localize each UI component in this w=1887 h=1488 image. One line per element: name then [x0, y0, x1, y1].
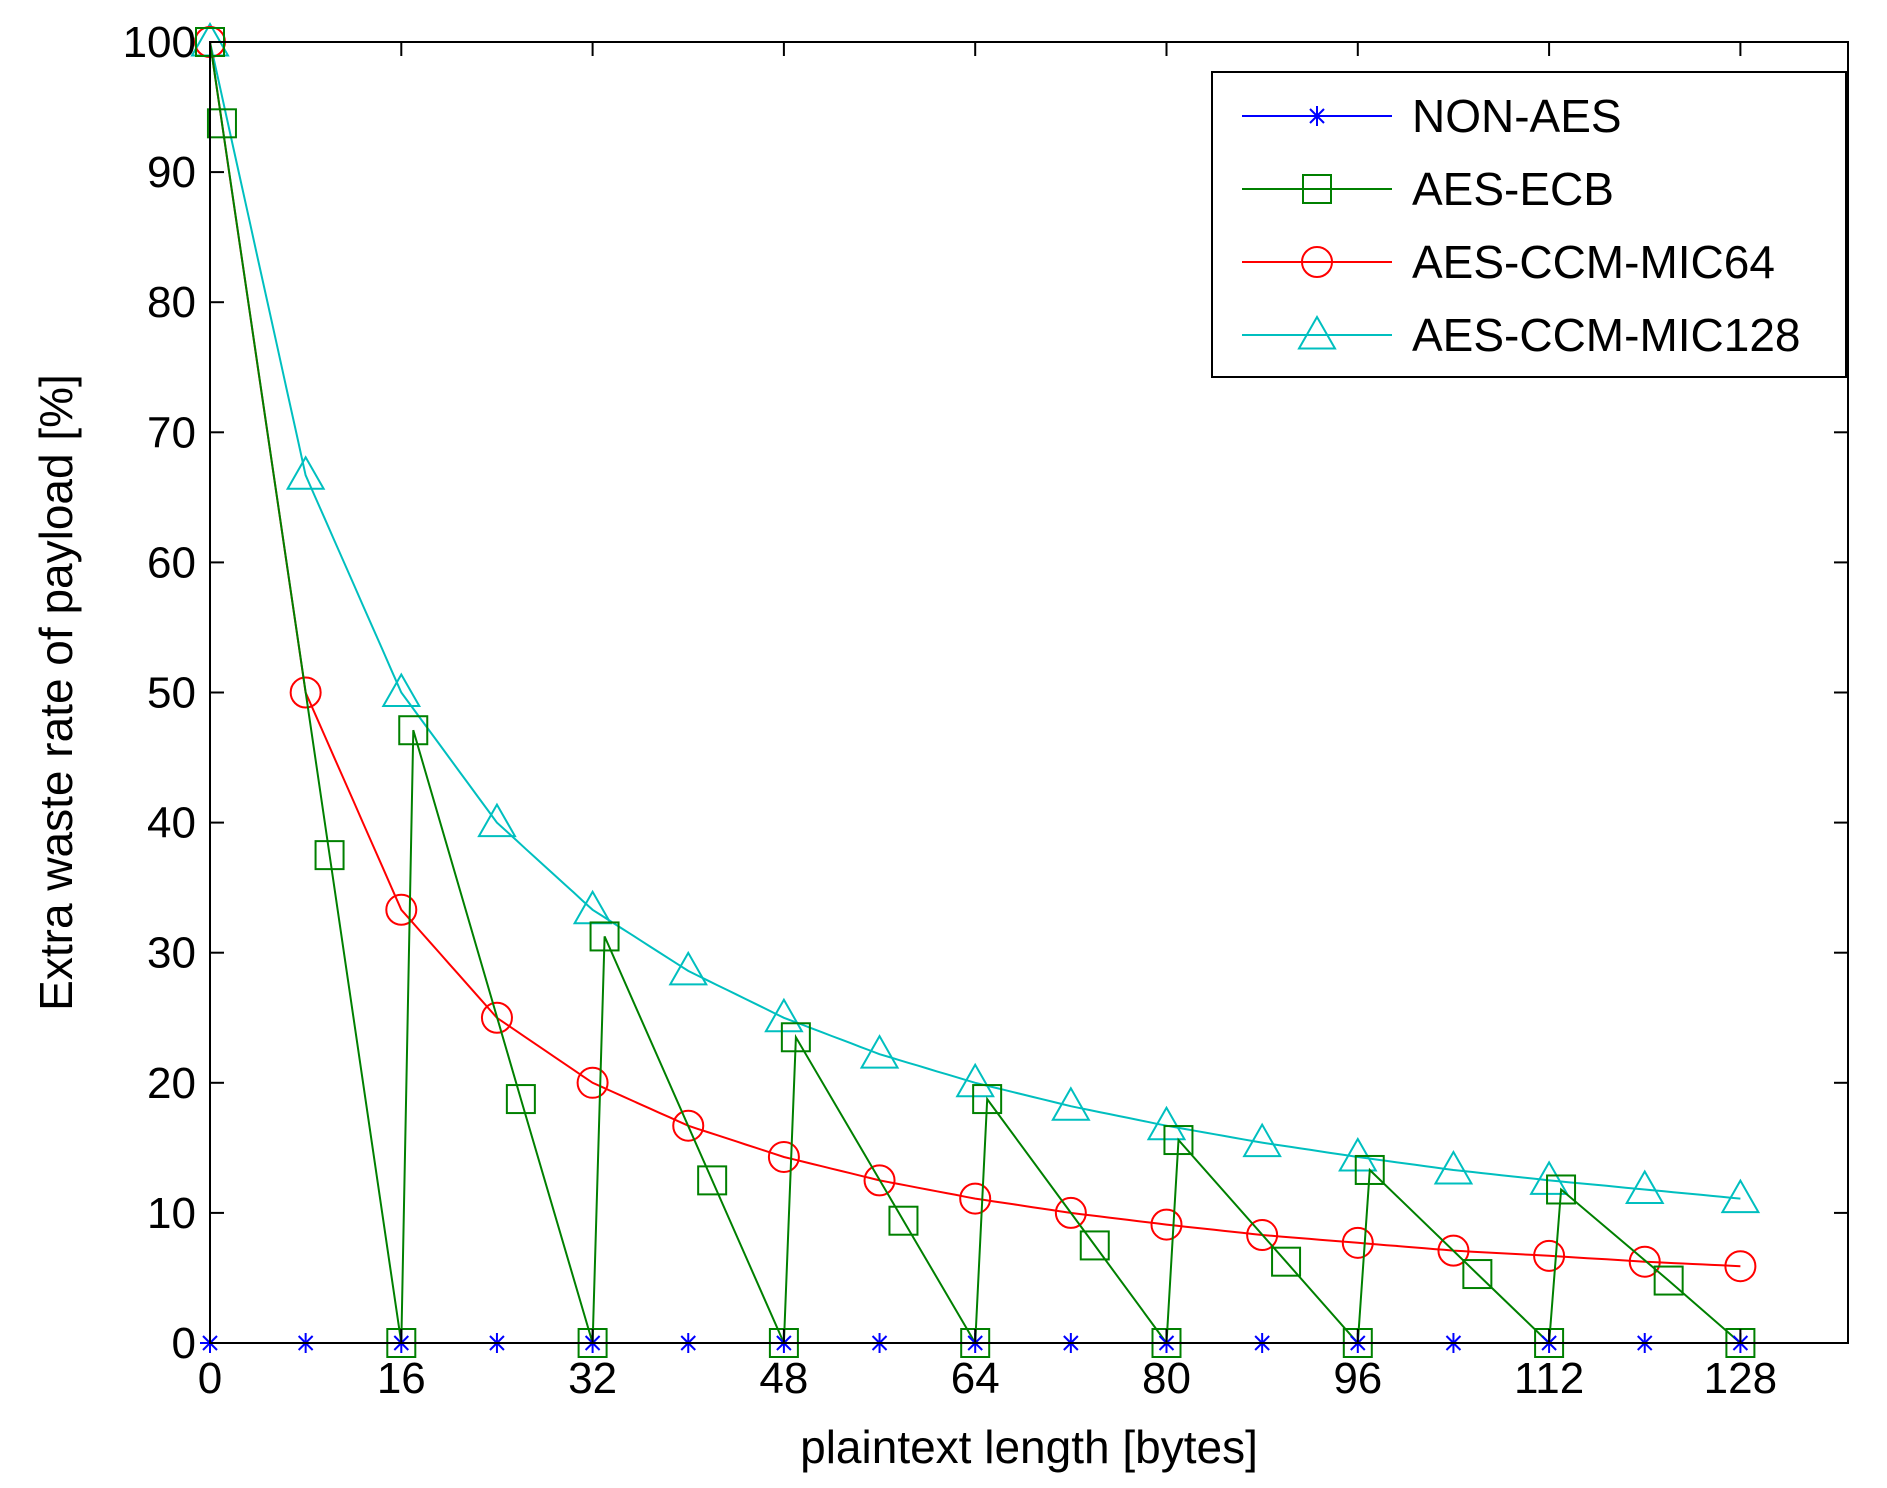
- legend-item: NON-AES: [1242, 90, 1622, 142]
- data-point: [764, 997, 804, 1033]
- y-tick-label: 100: [123, 18, 196, 67]
- data-point: [672, 1109, 705, 1142]
- data-point: [1529, 1160, 1569, 1195]
- legend-marker: [1301, 246, 1333, 278]
- data-point: [381, 672, 422, 707]
- legend-label: NON-AES: [1412, 90, 1622, 142]
- data-point: [1533, 1239, 1566, 1272]
- legend: NON-AES AES-ECB AES-CCM-MIC64 AES-CCM-MIC12…: [1211, 71, 1847, 378]
- legend-item: AES-ECB: [1242, 163, 1614, 215]
- data-point: [1146, 1105, 1187, 1141]
- tick-group: 0 16 32 48 64 80 96 112 128 0 10 20 30 40 50 60 70 80 90 10…: [123, 18, 1848, 1403]
- series-line: [209, 41, 1741, 1268]
- x-axis-label: plaintext length [bytes]: [800, 1421, 1258, 1473]
- y-tick-label: 30: [147, 929, 196, 978]
- x-tick-label: 80: [1142, 1354, 1191, 1403]
- data-point: [1242, 1122, 1282, 1158]
- data-point: [1079, 1230, 1110, 1261]
- y-tick-label: 70: [147, 408, 196, 457]
- x-tick-label: 96: [1333, 1354, 1382, 1403]
- legend-marker: [1297, 314, 1337, 350]
- data-point: [1437, 1234, 1470, 1267]
- x-tick-label: 128: [1704, 1354, 1777, 1403]
- legend-label: AES-CCM-MIC64: [1412, 236, 1775, 288]
- x-tick-label: 112: [1514, 1354, 1584, 1403]
- data-point: [1724, 1250, 1757, 1283]
- data-point: [1163, 1125, 1194, 1156]
- data-point: [1546, 1174, 1577, 1205]
- data-point: [1628, 1245, 1661, 1278]
- legend-item: AES-CCM-MIC128: [1242, 309, 1801, 361]
- data-point: [863, 1164, 896, 1197]
- data-point: [285, 455, 326, 490]
- data-point: [1338, 1136, 1378, 1172]
- data-point: [289, 676, 322, 709]
- y-tick-label: 20: [147, 1059, 196, 1108]
- data-point: [888, 1205, 919, 1236]
- data-point: [314, 840, 345, 871]
- data-point: [1653, 1265, 1684, 1296]
- legend-item: AES-CCM-MIC64: [1242, 236, 1775, 288]
- data-point: [477, 802, 517, 838]
- y-tick-label: 0: [172, 1319, 196, 1368]
- data-point: [589, 921, 620, 952]
- x-tick-label: 0: [198, 1354, 222, 1403]
- data-point: [972, 1084, 1003, 1115]
- data-point: [1354, 1154, 1385, 1185]
- data-point: [955, 1062, 995, 1098]
- data-point: [1625, 1169, 1665, 1204]
- data-point: [859, 1034, 900, 1069]
- y-tick-label: 90: [147, 148, 196, 197]
- legend-box: [1211, 71, 1847, 378]
- series-line: [209, 41, 1741, 1200]
- y-tick-label: 40: [147, 799, 196, 848]
- y-tick-label: 80: [147, 278, 196, 327]
- y-axis-label: Extra waste rate of payload [%]: [30, 374, 82, 1011]
- data-point: [1433, 1149, 1474, 1185]
- data-point: [1246, 1219, 1279, 1252]
- x-tick-label: 64: [951, 1354, 1000, 1403]
- x-tick-label: 48: [759, 1354, 808, 1403]
- data-point: [767, 1140, 800, 1173]
- y-tick-label: 10: [147, 1189, 196, 1238]
- data-point: [385, 893, 418, 926]
- legend-marker: [1302, 174, 1332, 204]
- legend-label: AES-CCM-MIC128: [1412, 309, 1801, 361]
- data-point: [505, 1084, 536, 1115]
- x-tick-label: 32: [568, 1354, 617, 1403]
- legend-label: AES-ECB: [1412, 163, 1614, 215]
- data-point: [780, 1022, 811, 1053]
- data-point: [206, 108, 237, 139]
- data-point: [1341, 1226, 1374, 1259]
- series-aes-ccm-mic128: [190, 21, 1761, 1214]
- data-point: [480, 1001, 513, 1034]
- data-point: [1271, 1246, 1302, 1277]
- data-point: [576, 1066, 609, 1099]
- y-tick-label: 60: [147, 538, 196, 587]
- x-tick-label: 16: [377, 1354, 426, 1403]
- data-point: [1462, 1259, 1493, 1290]
- legend-marker: [1307, 106, 1327, 126]
- data-point: [959, 1182, 992, 1215]
- data-point: [398, 715, 429, 746]
- data-point: [1150, 1208, 1183, 1241]
- data-point: [1054, 1196, 1087, 1229]
- data-point: [1720, 1178, 1761, 1214]
- y-tick-label: 50: [147, 669, 196, 718]
- data-point: [1051, 1086, 1091, 1121]
- data-point: [697, 1165, 728, 1196]
- data-point: [668, 950, 708, 986]
